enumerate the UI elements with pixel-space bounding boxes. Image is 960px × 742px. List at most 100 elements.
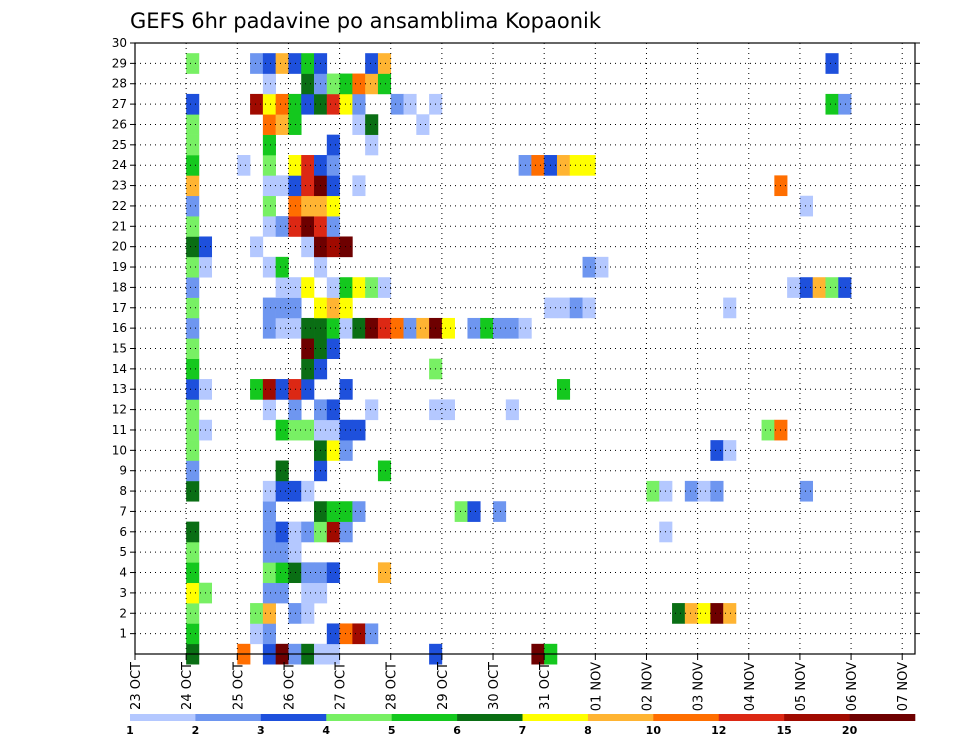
- y-tick-label-5: 5: [119, 545, 127, 559]
- heatmap-cell-143: [262, 297, 276, 319]
- heatmap-cell-24: [684, 603, 698, 624]
- heatmap-cell-150: [556, 297, 571, 319]
- heatmap-cell-185: [288, 216, 302, 237]
- heatmap-cell-168: [186, 256, 200, 278]
- heatmap-cell-12: [250, 623, 264, 645]
- x-axis: 23 OCT 24 OCT 25 OCT 26 OCT 27 OCT 28 OCT 29 O…: [129, 654, 911, 711]
- x-tick-label-13: 05 NOV: [794, 662, 809, 711]
- heatmap-cell-74: [186, 460, 200, 482]
- heatmap-cell-61: [467, 501, 481, 522]
- heatmap-cell-15: [339, 623, 353, 645]
- heatmap-cell-218: [186, 134, 200, 156]
- y-tick-label-21: 21: [112, 219, 127, 233]
- heatmap-cell-132: [390, 317, 404, 339]
- heatmap-cell-66: [288, 480, 302, 502]
- heatmap-cell-188: [326, 216, 340, 237]
- heatmap-cell-254: [262, 53, 276, 74]
- y-tick-label-27: 27: [112, 97, 127, 111]
- heatmap-cell-171: [275, 256, 289, 278]
- heatmap-cell-165: [812, 277, 826, 298]
- heatmap-cell-232: [275, 93, 289, 115]
- heatmap-cell-139: [493, 317, 507, 339]
- colorbar-label-4: 5: [388, 724, 396, 737]
- heatmap-cell-256: [288, 53, 302, 74]
- heatmap-cell-260: [377, 53, 392, 74]
- y-tick-label-16: 16: [112, 321, 127, 335]
- y-tick-label-8: 8: [119, 484, 127, 498]
- heatmap-cell-104: [186, 379, 200, 400]
- heatmap-cell-242: [825, 93, 839, 115]
- heatmap-cell-142: [186, 297, 200, 319]
- heatmap-cell-96: [262, 399, 276, 421]
- heatmap-cell-70: [684, 480, 698, 502]
- heatmap-cell-30: [262, 582, 276, 604]
- heatmap-cell-167: [838, 277, 852, 298]
- heatmap-cell-213: [531, 155, 545, 176]
- heatmap-cell-221: [365, 134, 379, 156]
- heatmap-cell-151: [569, 297, 583, 319]
- heatmap-cell-216: [569, 155, 583, 176]
- heatmap-cell-134: [416, 317, 430, 339]
- colorbar-swatch-6: [522, 714, 589, 721]
- heatmap-cell-103: [505, 399, 519, 421]
- x-tick-label-6: 29 OCT: [436, 662, 451, 710]
- heatmap-cell-86: [275, 419, 289, 441]
- heatmap-cell-209: [301, 155, 315, 176]
- heatmap-cell-178: [301, 236, 315, 258]
- heatmap-cell-247: [326, 73, 340, 95]
- y-tick-label-7: 7: [119, 504, 127, 518]
- heatmap-cell-16: [352, 623, 366, 645]
- heatmap-cell-65: [275, 480, 289, 502]
- colorbar-label-11: 20: [842, 724, 858, 737]
- heatmap-cell-64: [262, 480, 276, 502]
- y-tick-label-10: 10: [112, 443, 127, 457]
- y-tick-label-2: 2: [119, 606, 127, 620]
- heatmap-cell-224: [275, 114, 289, 135]
- heatmap-cell-197: [262, 175, 276, 197]
- heatmap-cell-160: [352, 277, 366, 298]
- heatmap-cell-108: [275, 379, 289, 400]
- heatmap-cell-220: [326, 134, 340, 156]
- heatmap-cell-75: [275, 460, 289, 482]
- heatmap-cell-215: [556, 155, 571, 176]
- heatmap-cell-60: [454, 501, 468, 522]
- colorbar-label-7: 8: [584, 724, 592, 737]
- heatmap-cell-195: [799, 195, 814, 217]
- y-tick-label-14: 14: [112, 362, 127, 376]
- heatmap-cell-46: [186, 521, 200, 543]
- heatmap-cell-148: [339, 297, 353, 319]
- x-tick-label-15: 07 NOV: [896, 662, 911, 711]
- heatmap-cell-154: [186, 277, 200, 298]
- heatmap-cell-147: [326, 297, 340, 319]
- heatmap-cell-87: [288, 419, 302, 441]
- heatmap-cell-177: [250, 236, 264, 258]
- colorbar-swatch-0: [130, 714, 196, 721]
- heatmap-cell-19: [250, 603, 264, 624]
- heatmap-cell-251: [377, 73, 392, 95]
- heatmap-cell-59: [352, 501, 366, 522]
- x-tick-label-5: 28 OCT: [385, 662, 400, 710]
- heatmap-cell-159: [339, 277, 353, 298]
- y-tick-label-22: 22: [112, 199, 127, 213]
- y-tick-label-24: 24: [112, 158, 127, 172]
- heatmap-cell-227: [365, 114, 379, 135]
- heatmap-cell-223: [262, 114, 276, 135]
- heatmap-cell-107: [262, 379, 276, 400]
- y-tick-label-9: 9: [119, 464, 127, 478]
- heatmap-cell-244: [262, 73, 276, 95]
- y-tick-label-11: 11: [112, 423, 127, 437]
- heatmap-cell-228: [416, 114, 430, 135]
- colorbar: 1 2 3 4 5 6 7 8 10 12 15 20: [126, 714, 916, 737]
- y-tick-label-29: 29: [112, 56, 127, 70]
- heatmap-cell-106: [250, 379, 264, 400]
- heatmap-cell-208: [288, 155, 302, 176]
- heatmap-cell-174: [595, 256, 609, 278]
- heatmap-cell-136: [441, 317, 455, 339]
- heatmap-cell-97: [288, 399, 302, 421]
- heatmap-cell-102: [441, 399, 455, 421]
- heatmap-cell-63: [186, 480, 200, 502]
- heatmap-cell-130: [365, 317, 379, 339]
- heatmap-cell-196: [186, 175, 200, 197]
- heatmap-cell-163: [787, 277, 801, 298]
